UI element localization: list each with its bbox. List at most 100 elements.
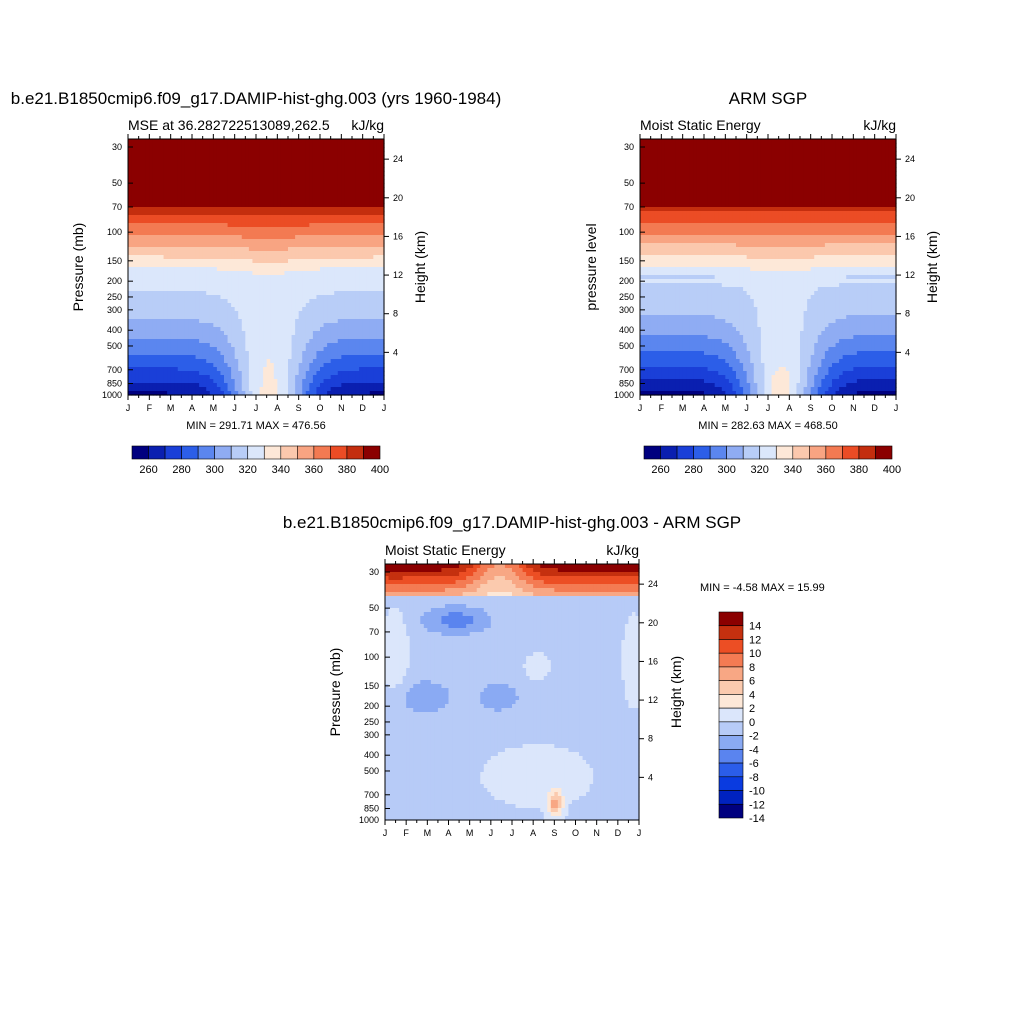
field-cell xyxy=(291,223,296,228)
field-cell xyxy=(266,219,271,224)
field-cell xyxy=(312,247,318,252)
field-cell xyxy=(181,167,186,172)
field-cell xyxy=(380,331,385,336)
field-cell xyxy=(309,299,314,304)
field-cell xyxy=(792,143,798,148)
field-cell xyxy=(160,251,165,256)
field-cell xyxy=(195,379,200,384)
field-cell xyxy=(231,275,236,280)
field-cell xyxy=(174,355,179,360)
field-cell xyxy=(184,227,190,232)
field-cell xyxy=(295,319,300,324)
field-cell xyxy=(380,175,385,180)
field-cell xyxy=(256,183,261,188)
field-cell xyxy=(348,383,353,388)
field-cell xyxy=(220,371,225,376)
field-cell xyxy=(245,223,250,228)
field-cell xyxy=(192,327,197,332)
field-cell xyxy=(295,275,300,280)
field-cell xyxy=(696,147,702,152)
field-cell xyxy=(828,139,833,144)
field-cell xyxy=(846,139,851,144)
field-cell xyxy=(288,347,293,352)
field-cell xyxy=(291,159,296,164)
field-cell xyxy=(145,391,150,396)
field-cell xyxy=(184,315,190,320)
field-cell xyxy=(352,143,357,148)
field-cell xyxy=(231,311,236,316)
field-cell xyxy=(199,351,204,356)
field-cell xyxy=(149,315,154,320)
field-cell xyxy=(359,335,364,340)
field-cell xyxy=(224,231,229,236)
field-cell xyxy=(170,147,175,152)
field-cell xyxy=(170,219,175,224)
field-cell xyxy=(248,175,254,180)
field-cell xyxy=(202,351,207,356)
field-cell xyxy=(640,151,645,156)
field-cell xyxy=(206,139,211,144)
field-cell xyxy=(376,203,382,208)
field-cell xyxy=(152,203,158,208)
field-cell xyxy=(305,363,310,368)
field-cell xyxy=(213,215,218,220)
field-cell xyxy=(302,143,307,148)
field-cell xyxy=(135,243,140,248)
field-cell xyxy=(160,155,165,160)
field-cell xyxy=(871,147,876,152)
field-cell xyxy=(362,183,367,188)
field-cell xyxy=(373,171,378,176)
field-cell xyxy=(366,311,371,316)
field-cell xyxy=(256,287,261,292)
field-cell xyxy=(320,219,325,224)
field-cell xyxy=(238,183,243,188)
field-cell xyxy=(245,283,250,288)
field-cell xyxy=(231,351,236,356)
field-cell xyxy=(192,335,197,340)
field-cell xyxy=(131,163,136,168)
field-cell xyxy=(138,287,143,292)
field-cell xyxy=(231,207,236,212)
field-cell xyxy=(373,347,378,352)
field-cell xyxy=(298,283,303,288)
field-cell xyxy=(369,147,374,152)
field-cell xyxy=(312,295,318,300)
field-cell xyxy=(149,259,154,264)
field-cell xyxy=(167,179,172,184)
field-cell xyxy=(149,263,154,268)
field-cell xyxy=(312,367,318,372)
field-cell xyxy=(295,359,300,364)
field-cell xyxy=(135,343,140,348)
field-cell xyxy=(174,247,179,252)
field-cell xyxy=(277,279,282,284)
field-cell xyxy=(380,183,385,188)
field-cell xyxy=(327,183,332,188)
field-cell xyxy=(376,143,382,148)
field-cell xyxy=(355,191,360,196)
field-cell xyxy=(732,147,737,152)
field-cell xyxy=(359,347,364,352)
field-cell xyxy=(323,247,328,252)
field-cell xyxy=(231,299,236,304)
field-cell xyxy=(188,387,193,392)
field-cell xyxy=(220,259,225,264)
field-cell xyxy=(192,283,197,288)
field-cell xyxy=(206,295,211,300)
field-cell xyxy=(341,211,346,216)
field-cell xyxy=(167,323,172,328)
field-cell xyxy=(814,139,819,144)
field-cell xyxy=(227,267,232,272)
field-cell xyxy=(152,343,158,348)
field-cell xyxy=(209,159,214,164)
field-cell xyxy=(234,347,239,352)
field-cell xyxy=(128,335,133,340)
field-cell xyxy=(195,247,200,252)
field-cell xyxy=(195,191,200,196)
field-cell xyxy=(785,143,790,148)
field-cell xyxy=(128,159,133,164)
field-cell xyxy=(344,323,350,328)
field-cell xyxy=(320,251,325,256)
field-cell xyxy=(337,167,342,172)
field-cell xyxy=(348,343,353,348)
field-cell xyxy=(298,295,303,300)
